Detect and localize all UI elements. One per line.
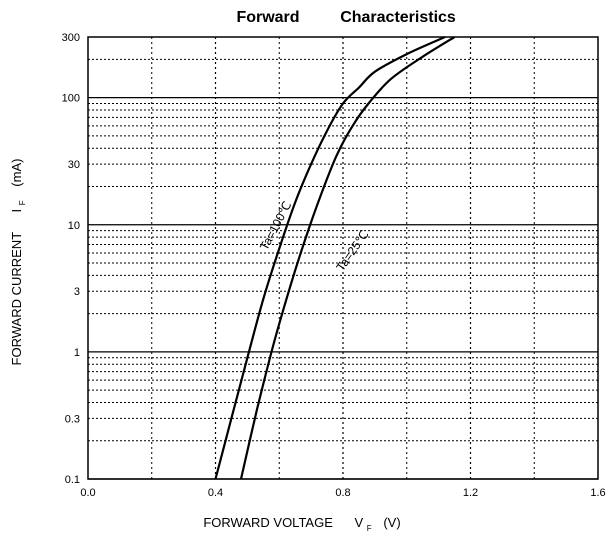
- x-tick-label: 0.8: [335, 487, 350, 499]
- series-line-ta25: [239, 36, 456, 480]
- grid: [88, 36, 598, 480]
- x-axis-label-symbol: V: [355, 515, 364, 530]
- series-layer: Ta=100℃ Ta=25℃: [214, 35, 456, 480]
- y-axis-label-symbol: I: [9, 209, 24, 213]
- series-label-ta25: Ta=25℃: [333, 228, 371, 274]
- y-tick-label: 10: [68, 220, 80, 232]
- x-tick-label: 1.2: [463, 487, 478, 499]
- axes: [87, 36, 599, 480]
- y-tick-label: 0.3: [65, 413, 80, 425]
- y-axis-label-unit: (mA): [9, 159, 24, 187]
- x-tick-label: 0.0: [80, 487, 95, 499]
- x-axis-label-main: FORWARD VOLTAGE: [203, 515, 333, 530]
- y-tick-label: 3: [74, 286, 80, 298]
- y-tick-label: 100: [62, 93, 80, 105]
- plot-frame: [87, 36, 599, 480]
- y-axis-label-sub: F: [18, 200, 27, 205]
- tick-labels: 0.0 0.4 0.8 1.2 1.6 0.1 0.3 1 3 10 30 100 300: [62, 32, 606, 499]
- y-tick-label: 300: [62, 32, 80, 44]
- y-tick-label: 1: [74, 347, 80, 359]
- x-axis-label-unit: (V): [383, 515, 400, 530]
- y-axis-label: FORWARD CURRENT I F (mA): [9, 159, 28, 366]
- y-tick-label: 0.1: [65, 474, 80, 486]
- x-axis-label-sub: F: [367, 524, 372, 533]
- y-tick-label: 30: [68, 159, 80, 171]
- chart-title-part1: Forward: [236, 9, 299, 26]
- chart-title-part2: Characteristics: [340, 9, 456, 26]
- x-tick-label: 0.4: [208, 487, 223, 499]
- y-axis-label-main: FORWARD CURRENT: [9, 232, 24, 366]
- x-tick-label: 1.6: [590, 487, 605, 499]
- series-line-ta100: [214, 35, 446, 480]
- x-axis-label: FORWARD VOLTAGE V F (V): [203, 515, 400, 534]
